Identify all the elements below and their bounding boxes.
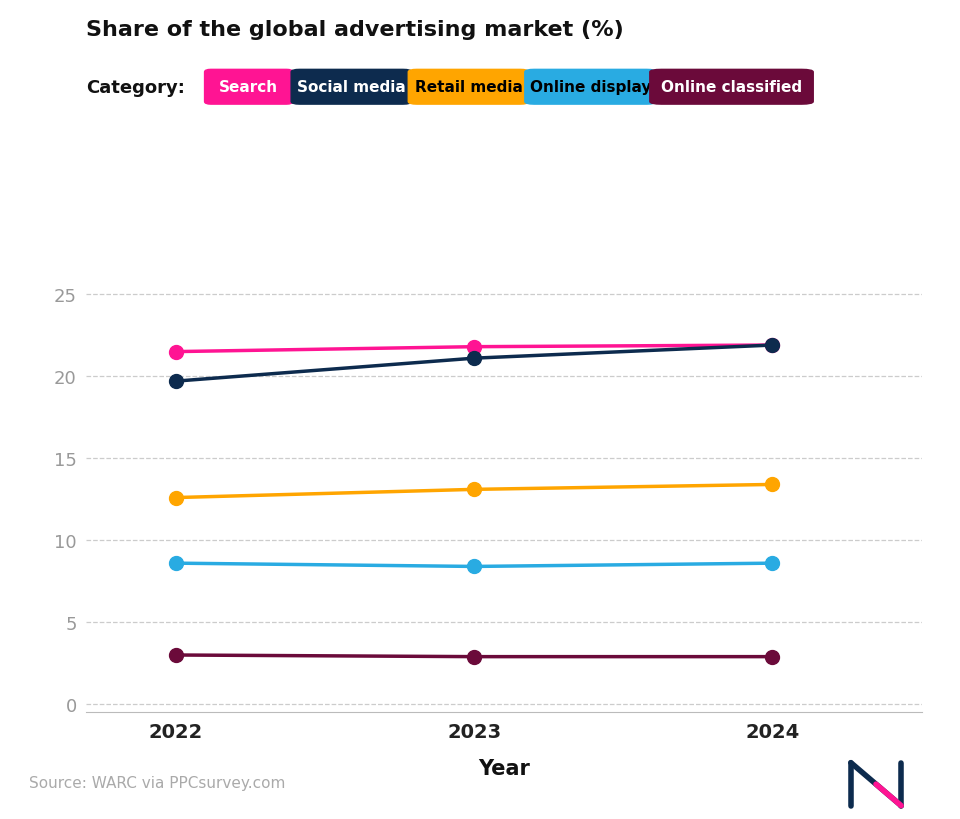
- Text: Source: WARC via PPCsurvey.com: Source: WARC via PPCsurvey.com: [29, 776, 285, 790]
- Text: Online classified: Online classified: [660, 80, 803, 95]
- FancyBboxPatch shape: [650, 70, 813, 105]
- Text: Search: Search: [219, 80, 278, 95]
- X-axis label: Year: Year: [478, 758, 530, 778]
- Text: Retail media: Retail media: [415, 80, 522, 95]
- Text: Online display: Online display: [530, 80, 651, 95]
- FancyBboxPatch shape: [408, 70, 529, 105]
- FancyBboxPatch shape: [204, 70, 293, 105]
- FancyBboxPatch shape: [291, 70, 412, 105]
- FancyBboxPatch shape: [525, 70, 656, 105]
- Text: Share of the global advertising market (%): Share of the global advertising market (…: [86, 20, 624, 40]
- Text: Social media: Social media: [297, 80, 406, 95]
- Text: Category:: Category:: [86, 79, 185, 97]
